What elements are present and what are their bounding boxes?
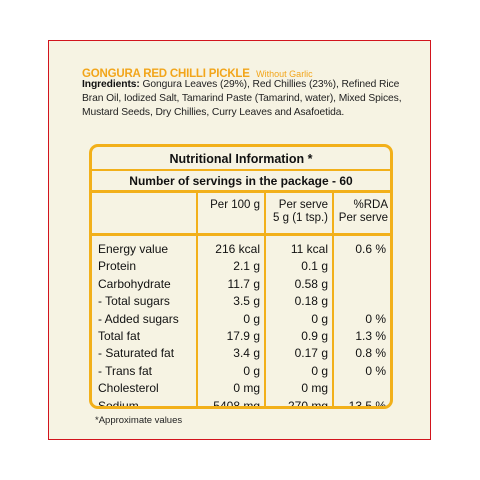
- nutrient-name: - Total sugars: [98, 294, 170, 309]
- nutrition-row: Total fat 17.9 g 0.9 g 1.3 %: [92, 328, 390, 346]
- value-per-serve: 0.18 g: [294, 294, 328, 309]
- product-title-line: GONGURA RED CHILLI PICKLE Without Garlic: [82, 64, 313, 82]
- value-per-serve: 0 g: [311, 363, 328, 378]
- value-per-100g: 0 mg: [233, 381, 260, 396]
- product-label: GONGURA RED CHILLI PICKLE Without Garlic…: [48, 40, 431, 440]
- nutrient-name: Carbohydrate: [98, 276, 171, 291]
- column-header-line: 5 g (1 tsp.): [273, 211, 328, 224]
- nutrient-name: - Added sugars: [98, 311, 179, 326]
- nutrition-row: Sodium 5408 mg 270 mg 13.5 %: [92, 398, 390, 409]
- nutrient-name: Protein: [98, 259, 137, 274]
- value-rda: 0.8 %: [355, 346, 386, 361]
- value-per-serve: 0.58 g: [294, 276, 328, 291]
- column-header-rda: %RDA Per serve: [334, 193, 390, 233]
- nutrition-row: - Added sugars 0 g 0 g 0 %: [92, 311, 390, 329]
- header-separator: [92, 233, 390, 236]
- value-per-serve: 0.17 g: [294, 346, 328, 361]
- nutrition-row: Protein 2.1 g 0.1 g: [92, 258, 390, 276]
- value-rda: 0.6 %: [355, 242, 386, 256]
- column-header-line: Per serve: [338, 211, 388, 224]
- value-per-serve: 0 mg: [301, 381, 328, 396]
- value-per-serve: 0 g: [311, 311, 328, 326]
- value-per-100g: 3.4 g: [233, 346, 260, 361]
- nutrient-name: - Saturated fat: [98, 346, 175, 361]
- column-divider: [332, 193, 334, 406]
- column-header-per-serve: Per serve 5 g (1 tsp.): [266, 193, 330, 233]
- nutrition-row: Energy value 216 kcal 11 kcal 0.6 %: [92, 241, 390, 259]
- value-per-serve: 0.1 g: [301, 259, 328, 274]
- nutrient-name: Cholesterol: [98, 381, 159, 396]
- value-per-serve: 11 kcal: [290, 242, 328, 256]
- product-title: GONGURA RED CHILLI PICKLE: [82, 68, 250, 80]
- value-per-100g: 17.9 g: [226, 329, 260, 343]
- column-header-line: Per serve: [278, 199, 328, 211]
- nutrient-name: Sodium: [98, 398, 139, 409]
- column-header-line: %RDA: [353, 199, 388, 211]
- nutrient-name: Total fat: [98, 329, 141, 343]
- nutrition-heading: Nutritional Information *: [92, 147, 390, 171]
- nutrition-row: Cholesterol 0 mg 0 mg: [92, 380, 390, 398]
- value-per-100g: 0 g: [243, 363, 260, 378]
- value-rda: 0 %: [365, 363, 386, 378]
- nutrition-row: Carbohydrate 11.7 g 0.58 g: [92, 276, 390, 294]
- ingredients-list: Gongura Leaves (29%), Red Chillies (23%)…: [82, 79, 402, 119]
- value-per-100g: 11.7 g: [227, 276, 260, 291]
- value-rda: 13.5 %: [348, 398, 386, 409]
- value-rda: 0 %: [365, 311, 386, 326]
- column-header-line: Per 100 g: [210, 199, 260, 211]
- value-per-100g: 2.1 g: [233, 259, 260, 274]
- value-per-100g: 216 kcal: [215, 242, 260, 256]
- column-header-per100: Per 100 g: [198, 193, 262, 233]
- nutrition-panel: Nutritional Information * Number of serv…: [89, 144, 393, 409]
- value-per-100g: 5408 mg: [213, 398, 260, 409]
- value-per-serve: 0.9 g: [301, 329, 328, 343]
- product-subtitle: Without Garlic: [256, 69, 313, 79]
- ingredients-text: Ingredients: Gongura Leaves (29%), Red C…: [82, 78, 407, 121]
- value-per-100g: 3.5 g: [233, 294, 260, 309]
- column-divider: [196, 193, 198, 406]
- nutrient-name: Energy value: [98, 242, 169, 256]
- value-per-serve: 270 mg: [287, 398, 328, 409]
- nutrition-row: - Trans fat 0 g 0 g 0 %: [92, 363, 390, 381]
- footnote: *Approximate values: [95, 415, 183, 426]
- value-rda: 1.3 %: [355, 329, 386, 343]
- ingredients-label: Ingredients:: [82, 79, 140, 90]
- nutrition-row: - Saturated fat 3.4 g 0.17 g 0.8 %: [92, 345, 390, 363]
- servings-count: Number of servings in the package - 60: [92, 171, 390, 193]
- nutrition-row: - Total sugars 3.5 g 0.18 g: [92, 293, 390, 311]
- nutrient-name: - Trans fat: [98, 363, 153, 378]
- column-divider: [264, 193, 266, 406]
- value-per-100g: 0 g: [243, 311, 260, 326]
